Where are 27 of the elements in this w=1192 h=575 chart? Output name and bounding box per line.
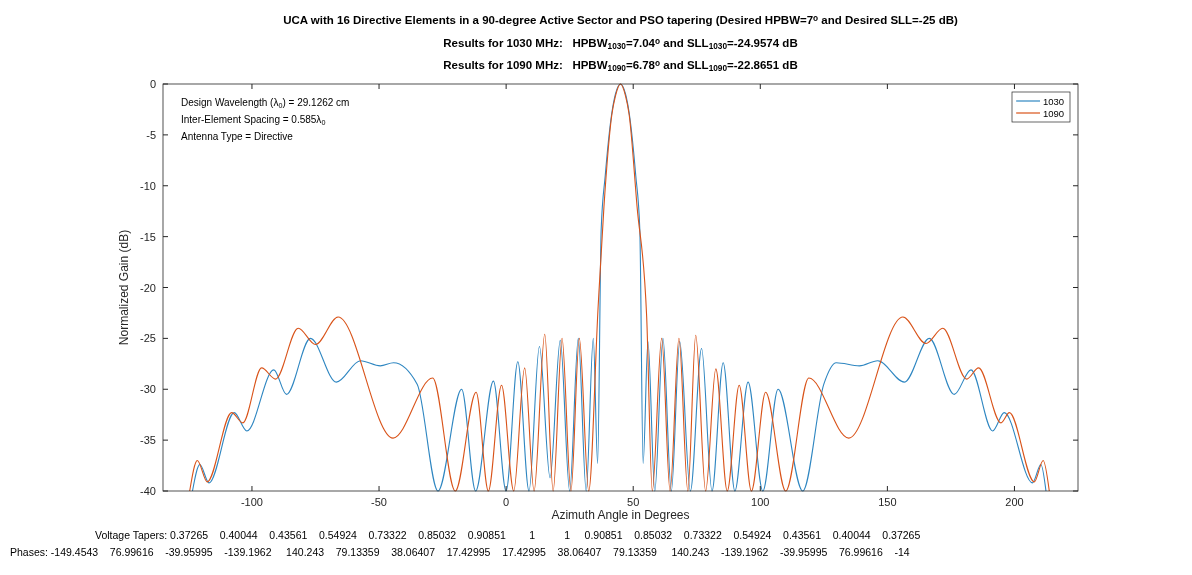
legend-label: 1030: [1043, 95, 1065, 107]
text: Results for 1030 MHz: HPBW$_{1030}$=7.04$^{o}$ and SLL$_{1030}$=-24.9574 dB Results for 1090 MHz: HPBW$_{1090}$=6.78$^{o}$ and SLL$_{1090}$=-22.8651 dB: [443, 36, 798, 74]
annotation: Inter-Element Spacing = 0.585λ$_{0}$: [181, 114, 326, 128]
y-axis-title: Normalized Gain (dB): [117, 229, 131, 346]
text: Voltage Tapers: 0.37265 0.40044 0.43561 0.54924 0.73322 0.85032 0.90851 1 1 0.90851 0.85032 0.73322 0.54924 0.43561 0.40044 0.37265: [95, 529, 921, 541]
x-tick-label: 50: [627, 496, 640, 508]
y-tick-label: -5: [146, 128, 156, 141]
y-tick-label: -10: [140, 179, 156, 192]
text: Phases: -149.4543 76.99616 -39.95995 -139.1962 140.243 79.13359 38.06407 17.42995 17.42995 38.06407 79.13359 140.243 -139.1962 -39.95995 76.99616 -14: [10, 546, 910, 558]
x-tick-label: 100: [751, 496, 770, 508]
x-axis-title: Azimuth Angle in Degrees: [551, 508, 690, 522]
x-tick-label: -100: [240, 496, 263, 508]
y-tick-label: -30: [140, 383, 156, 396]
y-tick-label: 0: [149, 78, 156, 90]
y-tick-label: -25: [140, 332, 156, 345]
annotation: Design Wavelength (λ$_{0}$) = 29.1262 cm: [181, 97, 350, 111]
chart-title: UCA with 16 Directive Elements in a 90-degree Active Sector and PSO tapering (Desired HPBW=7$^{o}$ and Desired SLL=-25 dB): [283, 13, 958, 26]
annotation: Antenna Type = Directive: [181, 131, 294, 142]
y-tick-label: -40: [140, 485, 156, 497]
legend-label: 1090: [1043, 107, 1065, 119]
y-tick-label: -35: [140, 434, 156, 447]
x-tick-label: -50: [371, 496, 387, 508]
x-tick-label: 200: [1005, 496, 1024, 508]
y-tick-label: -15: [140, 230, 156, 243]
y-tick-label: -20: [140, 281, 156, 294]
x-tick-label: 0: [503, 496, 510, 508]
x-tick-label: 150: [878, 496, 897, 508]
